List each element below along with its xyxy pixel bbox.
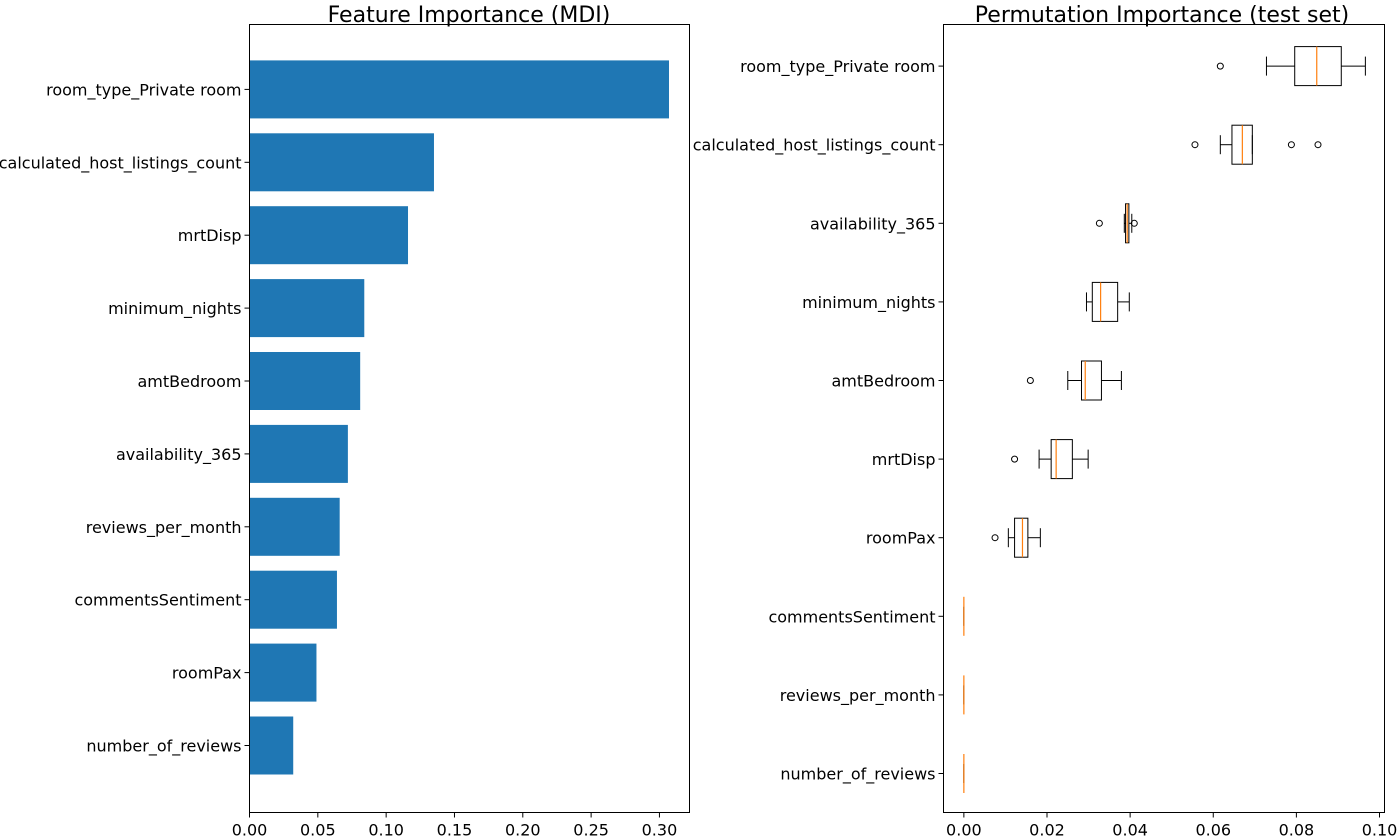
outlier-point xyxy=(1011,455,1019,463)
mdi-bar xyxy=(249,424,348,483)
permutation-x-tick-label: 0.10 xyxy=(1362,821,1398,837)
box-iqr xyxy=(1014,517,1029,558)
outlier-point xyxy=(1130,219,1138,227)
permutation-chart: Permutation Importance (test set) number… xyxy=(693,3,1398,837)
box-iqr xyxy=(1294,46,1342,87)
permutation-x-tick-label: 0.02 xyxy=(1029,821,1065,837)
mdi-chart: Feature Importance (MDI) number_of_revie… xyxy=(0,3,690,837)
permutation-box xyxy=(1026,360,1122,401)
outlier-point xyxy=(1095,219,1103,227)
outlier-point xyxy=(1216,62,1224,70)
permutation-y-tick-label: reviews_per_month xyxy=(780,686,936,706)
mdi-bars xyxy=(249,60,670,775)
outlier-point xyxy=(991,534,999,542)
permutation-axes-frame xyxy=(943,24,1385,813)
mdi-bar xyxy=(249,133,434,192)
mdi-bar xyxy=(249,206,409,265)
permutation-y-tick-label: room_type_Private room xyxy=(740,57,935,77)
mdi-bar xyxy=(249,497,340,556)
permutation-x-tick-label: 0.00 xyxy=(946,821,982,837)
permutation-box xyxy=(1095,203,1138,244)
mdi-x-tick-label: 0.10 xyxy=(368,821,404,837)
permutation-y-ticks: number_of_reviews reviews_per_month commen… xyxy=(693,57,944,785)
mdi-y-tick-label: commentsSentiment xyxy=(74,591,241,610)
mdi-y-ticks: number_of_reviews roomPax commentsSentimen… xyxy=(0,80,250,757)
permutation-y-tick-label: roomPax xyxy=(866,529,936,548)
mdi-bar xyxy=(249,643,317,702)
permutation-x-tick-label: 0.08 xyxy=(1279,821,1315,837)
permutation-x-tick-label: 0.06 xyxy=(1195,821,1231,837)
mdi-axes-frame xyxy=(249,24,690,813)
mdi-y-tick-label: reviews_per_month xyxy=(86,518,242,538)
permutation-y-tick-label: calculated_host_listings_count xyxy=(693,136,936,156)
outlier-point xyxy=(1287,141,1295,149)
mdi-y-tick-label: roomPax xyxy=(172,664,242,683)
permutation-x-tick-label: 0.04 xyxy=(1112,821,1148,837)
permutation-box xyxy=(1191,124,1322,165)
mdi-bar xyxy=(249,279,365,338)
permutation-box xyxy=(1216,46,1366,87)
mdi-y-tick-label: availability_365 xyxy=(116,445,242,465)
mdi-x-tick-label: 0.30 xyxy=(642,821,678,837)
box-iqr xyxy=(1091,281,1119,322)
mdi-bar xyxy=(249,716,294,775)
box-iqr xyxy=(1080,360,1102,401)
permutation-box xyxy=(1085,281,1130,322)
outlier-point xyxy=(1314,141,1322,149)
mdi-y-tick-label: calculated_host_listings_count xyxy=(0,153,242,173)
mdi-x-tick-label: 0.05 xyxy=(300,821,336,837)
mdi-y-tick-label: mrtDisp xyxy=(178,226,242,245)
mdi-bar xyxy=(249,352,361,410)
mdi-bar xyxy=(249,60,670,119)
permutation-y-tick-label: commentsSentiment xyxy=(768,607,935,626)
mdi-y-tick-label: room_type_Private room xyxy=(46,80,241,100)
permutation-x-ticks: 0.00 0.02 0.04 0.06 0.08 0.10 xyxy=(946,812,1398,837)
permutation-y-tick-label: mrtDisp xyxy=(872,450,936,469)
permutation-y-tick-label: availability_365 xyxy=(810,214,936,234)
mdi-chart-title: Feature Importance (MDI) xyxy=(328,3,611,28)
mdi-bar xyxy=(249,570,337,629)
permutation-box xyxy=(991,517,1041,558)
permutation-chart-title: Permutation Importance (test set) xyxy=(975,3,1349,28)
permutation-y-tick-label: amtBedroom xyxy=(831,372,935,391)
permutation-box xyxy=(1011,439,1089,480)
permutation-boxes xyxy=(963,46,1366,793)
mdi-y-tick-label: minimum_nights xyxy=(108,299,241,319)
mdi-x-tick-label: 0.00 xyxy=(232,821,268,837)
mdi-y-tick-label: amtBedroom xyxy=(137,372,241,391)
box-iqr xyxy=(1050,439,1073,480)
mdi-x-tick-label: 0.25 xyxy=(573,821,609,837)
outlier-point xyxy=(1026,377,1034,384)
mdi-y-tick-label: number_of_reviews xyxy=(86,737,241,757)
mdi-x-tick-label: 0.15 xyxy=(437,821,473,837)
permutation-y-tick-label: number_of_reviews xyxy=(780,765,935,785)
mdi-x-tick-label: 0.20 xyxy=(505,821,541,837)
outlier-point xyxy=(1191,141,1199,149)
mdi-x-ticks: 0.00 0.05 0.10 0.15 0.20 0.25 0.30 xyxy=(232,812,678,837)
permutation-y-tick-label: minimum_nights xyxy=(802,293,935,313)
